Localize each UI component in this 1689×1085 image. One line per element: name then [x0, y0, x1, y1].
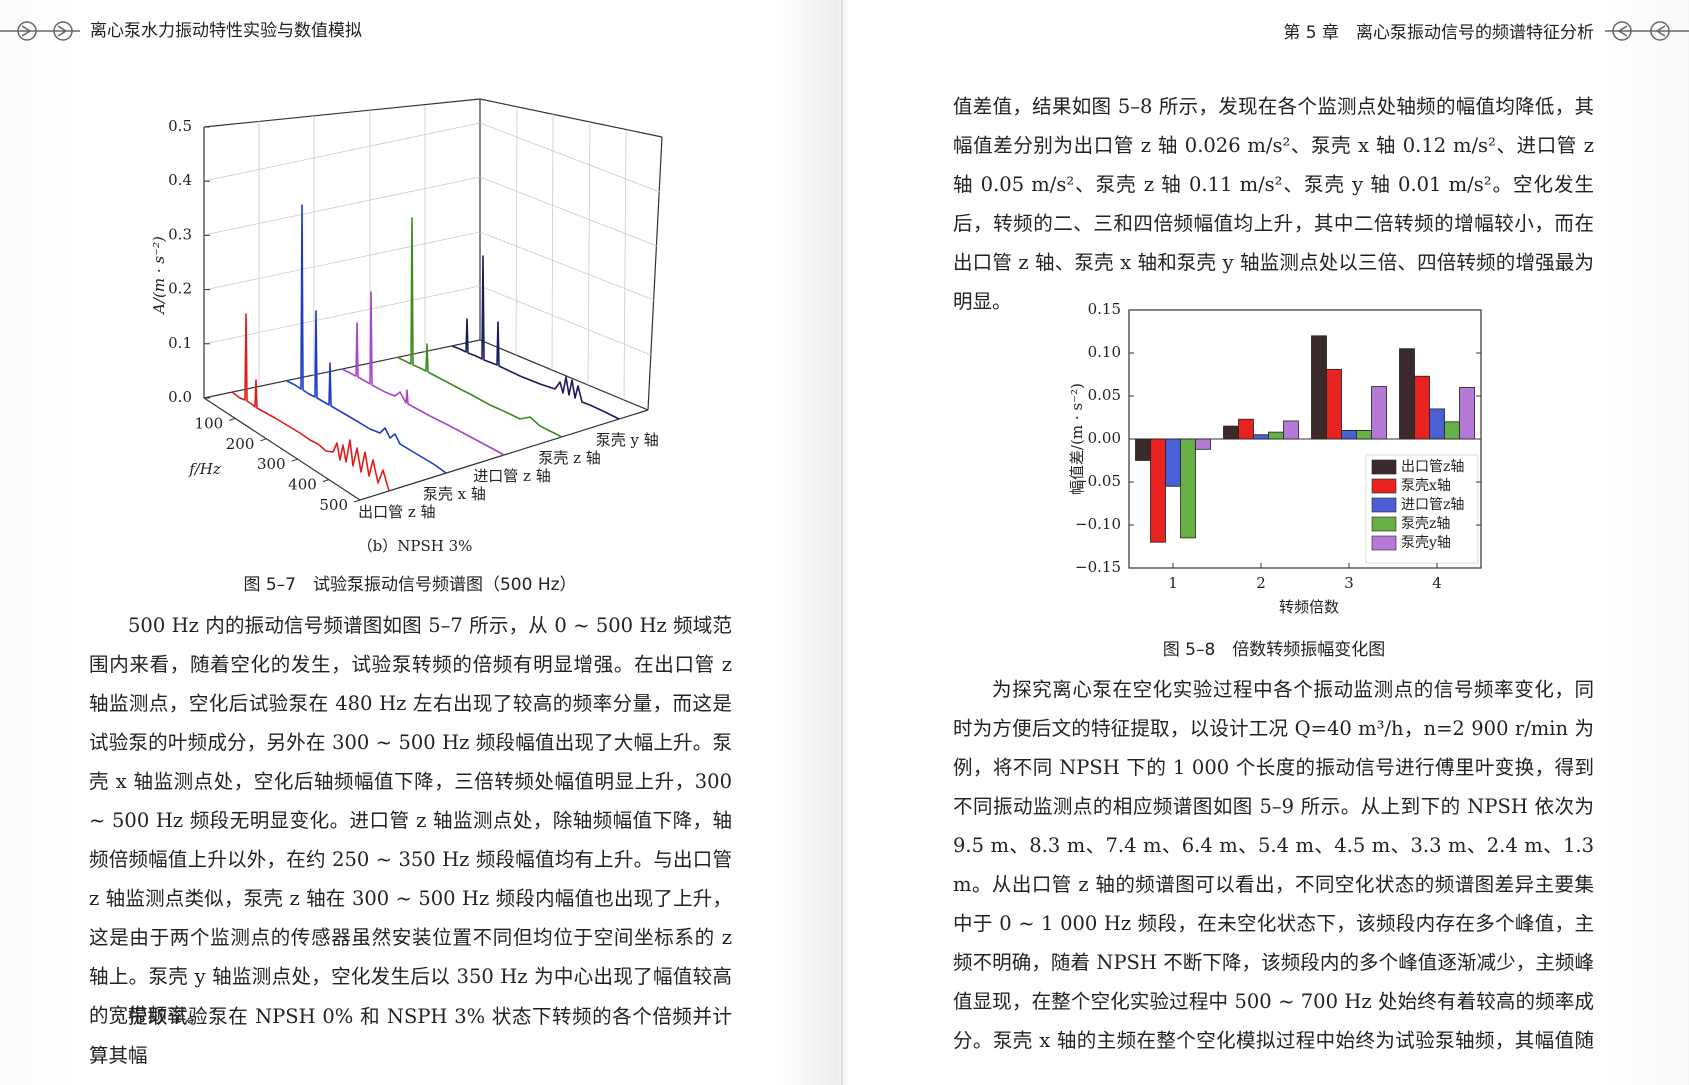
figure-caption: 图 5–7 试验泵振动信号频谱图（500 Hz）: [243, 575, 576, 595]
bar: [1223, 425, 1239, 440]
bar: [1238, 418, 1254, 440]
legend-label: 出口管z轴: [1401, 459, 1464, 475]
bar: [1150, 438, 1166, 543]
x-tick-label: 3: [1344, 574, 1354, 592]
legend-label: 泵壳z轴: [1401, 515, 1450, 532]
y-tick-label: −0.15: [1075, 558, 1121, 576]
legend-label: 泵壳x轴: [1401, 477, 1451, 494]
f-tick: [229, 417, 236, 421]
bar: [1429, 408, 1445, 440]
z-tick-label: 0.5: [168, 117, 192, 135]
f-tick-label: 100: [195, 414, 224, 432]
legend-swatch: [1371, 516, 1397, 532]
paragraph: 提取试验泵在 NPSH 0% 和 NSPH 3% 状态下转频的各个倍频并计算其幅: [89, 1005, 732, 1067]
bar: [1444, 421, 1460, 440]
bar: [1195, 438, 1211, 450]
y-tick-label: −0.10: [1075, 515, 1121, 533]
z-tick-label: 0.3: [168, 225, 192, 243]
legend-label: 进口管z轴: [1401, 497, 1464, 513]
bar: [1268, 431, 1284, 440]
paragraph: 值差值，结果如图 5–8 所示，发现在各个监测点处轴频的幅值均降低，其幅值差分别…: [953, 95, 1594, 313]
f-tick-label: 300: [257, 455, 286, 473]
z-tick-label: 0.1: [168, 334, 192, 352]
spectrum-pump-x: [286, 204, 447, 474]
z-tick-label: 0.2: [168, 280, 192, 298]
bar: [1135, 438, 1151, 461]
f-tick-label: 400: [288, 476, 317, 494]
bar: [1399, 348, 1415, 440]
x-tick-label: 2: [1256, 574, 1266, 592]
paragraph: 为探究离心泵在空化实验过程中各个振动监测点的信号频率变化，同时为方便后文的特征提…: [953, 678, 1594, 1052]
y-tick-label: 0.00: [1088, 429, 1121, 447]
f-tick: [353, 499, 361, 503]
header-left: 离心泵水力振动特性实验与数值模拟: [90, 21, 362, 41]
legend-swatch: [1371, 459, 1397, 475]
figure-subcaption: （b）NPSH 3%: [358, 537, 473, 555]
spectrum-inlet-z: [341, 291, 505, 456]
legend-swatch: [1371, 535, 1397, 551]
header-decoration: [0, 21, 1689, 41]
spectrum-pump-y: [451, 255, 620, 420]
bar: [1371, 386, 1387, 440]
y-tick-label: 0.05: [1088, 386, 1121, 404]
y-tick-label: −0.05: [1075, 472, 1121, 490]
bar: [1356, 429, 1372, 440]
series-label: 出口管 z 轴: [358, 503, 435, 521]
f-tick-label: 500: [319, 496, 348, 514]
legend-swatch: [1371, 497, 1397, 513]
spectrum-pump-z: [396, 217, 563, 438]
f-tick-label: 200: [226, 435, 255, 453]
bar: [1459, 386, 1475, 440]
bar: [1283, 420, 1299, 440]
x-tick-label: 4: [1432, 574, 1442, 592]
bar: [1341, 429, 1357, 440]
bar: [1414, 375, 1430, 440]
bar: [1180, 438, 1196, 539]
paragraph: 500 Hz 内的振动信号频谱图如图 5–7 所示，从 0 ~ 500 Hz 频…: [89, 614, 732, 1027]
chart-caption: 图 5–8 倍数转频振幅变化图: [1163, 640, 1386, 660]
bar: [1253, 434, 1269, 440]
legend-label: 泵壳y轴: [1401, 534, 1451, 551]
z-axis-label: A/(m · s⁻²): [150, 236, 168, 316]
f-tick: [291, 458, 298, 462]
series-label: 泵壳 z 轴: [538, 449, 600, 467]
series-label: 进口管 z 轴: [473, 467, 550, 485]
f-tick: [322, 479, 329, 483]
x-tick-label: 1: [1168, 574, 1178, 592]
series-label: 泵壳 x 轴: [423, 485, 486, 503]
bar: [1311, 335, 1327, 440]
series-label: 泵壳 y 轴: [596, 431, 659, 449]
bar: [1165, 438, 1181, 487]
y-tick-label: 0.15: [1088, 300, 1121, 318]
bar: [1326, 368, 1342, 440]
spectra: [231, 204, 620, 492]
f-axis-label: f/Hz: [188, 460, 221, 478]
z-tick-label: 0.0: [168, 388, 192, 406]
x-axis-label: 转频倍数: [1279, 598, 1339, 616]
f-tick: [260, 438, 267, 442]
y-axis-label: 幅值差/(m · s⁻²): [1068, 383, 1086, 495]
header-right: 第 5 章 离心泵振动信号的频谱特征分析: [1283, 23, 1594, 43]
spectrum-outlet-z: [231, 313, 390, 492]
waterfall-frame: [203, 98, 663, 501]
y-tick-label: 0.10: [1088, 343, 1121, 361]
waterfall-wall-grid: [203, 105, 661, 401]
z-tick-label: 0.4: [168, 171, 192, 189]
legend-swatch: [1371, 478, 1397, 494]
